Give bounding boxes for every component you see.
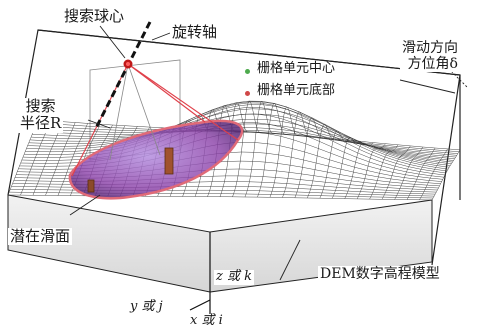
axis-x-label: x 或 i (188, 313, 225, 329)
mesh-line-v (36, 122, 459, 152)
axis-y-label: y 或 j (128, 299, 165, 315)
legend-label-bottom: 栅格单元底部 (257, 83, 336, 98)
mesh-line-u (257, 102, 287, 198)
legend-label-center: 栅格单元中心 (257, 61, 336, 76)
mesh-line-v (35, 125, 458, 154)
grid-cell-column (87, 179, 95, 193)
dem-mesh (7, 100, 461, 201)
reference-lines (109, 63, 161, 161)
mesh-line-v (7, 194, 433, 201)
slide-direction-line1: 滑动方向 (402, 40, 458, 56)
rotation-axis (93, 21, 152, 131)
search-center-label: 搜索球心 (62, 7, 127, 26)
mesh-line-v (31, 118, 454, 161)
green-dot-icon (245, 69, 250, 74)
rotation-axis-label: 旋转轴 (170, 23, 220, 42)
mesh-line-v (25, 100, 449, 170)
red-dot-icon (245, 91, 250, 96)
potential-slip-surface (68, 119, 244, 200)
mesh-line-v (33, 127, 456, 158)
search-radius-line2: 半径R (20, 114, 62, 133)
mesh-line-u (232, 100, 262, 197)
mesh-line-v (34, 128, 457, 156)
slide-direction-label: 滑动方向 方位角δ (400, 40, 460, 73)
mesh-line-v (10, 188, 435, 197)
mesh-line-v (27, 104, 451, 166)
mesh-line-u (431, 149, 461, 201)
dem-model-label: DEM数字高程模型 (318, 266, 442, 283)
mesh-line-v (28, 108, 452, 165)
slide-direction-line2: 方位角δ (407, 56, 458, 73)
axis-z-label: z 或 k (214, 269, 254, 285)
mesh-line-v (26, 101, 450, 168)
grid-cell-column (164, 147, 174, 175)
search-radius-label: 搜索 半径R (18, 97, 64, 133)
potential-slip-surface-label: 潜在滑面 (8, 227, 73, 246)
mesh-line-v (32, 123, 455, 160)
search-center-highlight (126, 62, 130, 66)
leader-lines (69, 25, 469, 281)
search-radius-line1: 搜索 (25, 97, 56, 115)
